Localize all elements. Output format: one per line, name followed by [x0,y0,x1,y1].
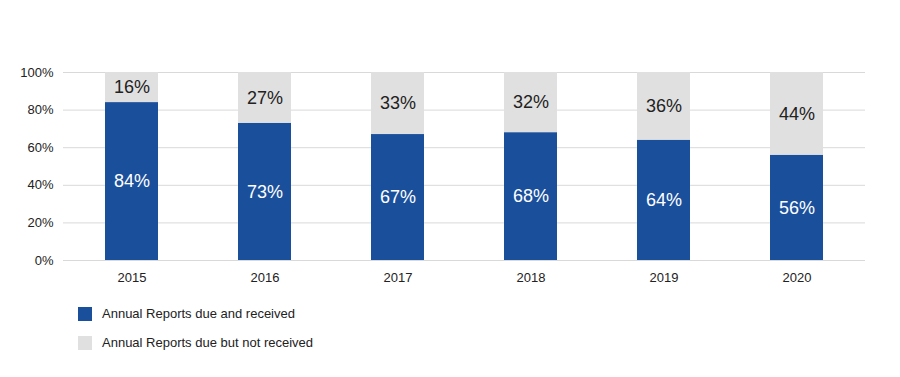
svg-text:56%: 56% [779,198,815,218]
svg-text:0%: 0% [35,253,54,268]
svg-text:2017: 2017 [384,270,413,285]
svg-text:16%: 16% [114,77,150,97]
svg-text:100%: 100% [20,65,54,80]
svg-text:84%: 84% [114,171,150,191]
svg-text:36%: 36% [646,96,682,116]
svg-text:2019: 2019 [650,270,679,285]
svg-text:44%: 44% [779,104,815,124]
svg-text:68%: 68% [513,186,549,206]
svg-text:67%: 67% [380,187,416,207]
svg-text:33%: 33% [380,93,416,113]
svg-text:2018: 2018 [517,270,546,285]
svg-text:27%: 27% [247,88,283,108]
html-text:Annual Reports due and receive: Annual Reports due and received [102,306,295,321]
svg-text:20%: 20% [27,215,53,230]
svg-text:32%: 32% [513,92,549,112]
svg-text:73%: 73% [247,182,283,202]
html-text:Annual Reports due but not rec: Annual Reports due but not received [102,335,313,350]
svg-text:64%: 64% [646,190,682,210]
svg-text:2015: 2015 [118,270,147,285]
svg-text:80%: 80% [27,102,53,117]
svg-text:60%: 60% [27,140,53,155]
svg-text:2020: 2020 [783,270,812,285]
svg-text:2016: 2016 [251,270,280,285]
svg-text:40%: 40% [27,177,53,192]
